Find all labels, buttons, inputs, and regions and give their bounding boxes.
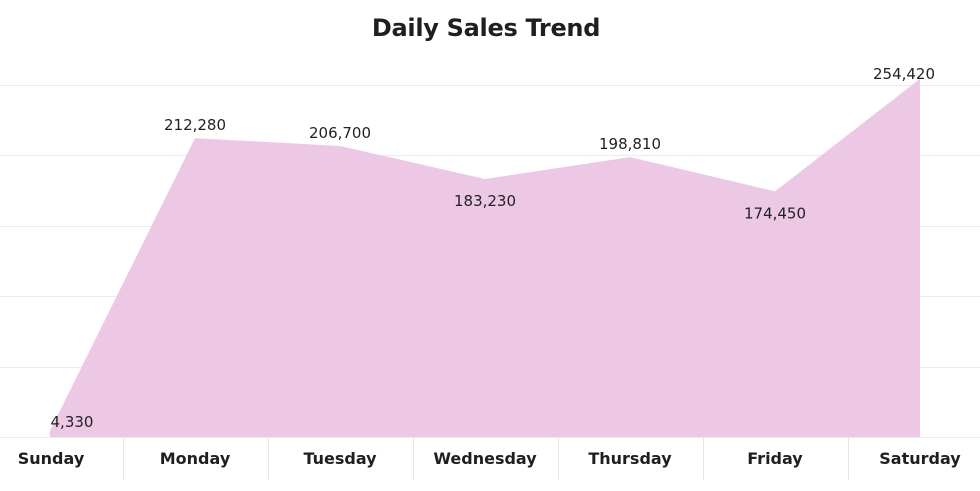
- x-tick-label: Wednesday: [433, 449, 537, 468]
- x-tick-label: Sunday: [18, 449, 85, 468]
- data-label: 198,810: [599, 135, 661, 153]
- chart-title: Daily Sales Trend: [371, 14, 601, 42]
- data-label: 183,230: [454, 192, 516, 210]
- data-label: 212,280: [164, 116, 226, 134]
- data-label: 4,330: [51, 413, 94, 431]
- data-labels: 4,330 212,280 206,700 183,230 198,810 174,450…: [51, 65, 935, 431]
- x-tick-label: Monday: [160, 449, 231, 468]
- area-series: [50, 78, 920, 437]
- x-tick-label: Saturday: [879, 449, 961, 468]
- x-tick-label: Friday: [747, 449, 803, 468]
- data-label: 206,700: [309, 124, 371, 142]
- x-tick-label: Thursday: [588, 449, 672, 468]
- area-fill: [50, 78, 920, 437]
- data-label: 254,420: [873, 65, 935, 83]
- x-tick-label: Tuesday: [303, 449, 377, 468]
- data-label: 174,450: [744, 204, 806, 222]
- x-axis: Sunday Monday Tuesday Wednesday Thursday Frid…: [18, 449, 962, 468]
